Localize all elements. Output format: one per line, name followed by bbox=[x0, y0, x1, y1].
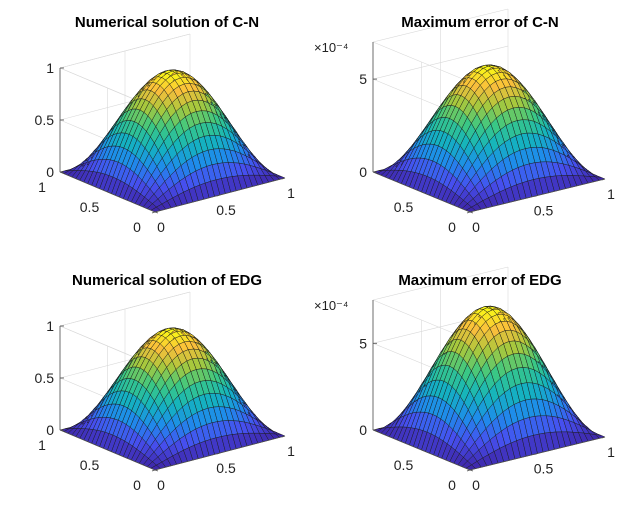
y-tick-mark bbox=[469, 211, 474, 214]
y-tick-label: 0 bbox=[133, 219, 141, 235]
y-tick-mark bbox=[469, 469, 474, 472]
chart-title: Maximum error of C-N bbox=[401, 14, 559, 31]
x-tick-mark bbox=[534, 453, 538, 455]
x-tick-mark bbox=[281, 177, 286, 180]
z-tick-label: 0 bbox=[46, 422, 54, 438]
y-tick-label: 0 bbox=[448, 477, 456, 493]
z-tick-label: 0 bbox=[359, 164, 367, 180]
x-tick-mark bbox=[601, 436, 606, 439]
x-tick-mark bbox=[466, 211, 471, 214]
z-tick-label: 5 bbox=[359, 335, 367, 351]
z-tick-label: 1 bbox=[46, 60, 54, 76]
x-tick-label: 1 bbox=[607, 186, 615, 202]
y-tick-mark bbox=[154, 469, 159, 472]
y-tick-label: 0.5 bbox=[80, 457, 100, 473]
surface-mesh bbox=[372, 64, 606, 213]
x-tick-label: 0 bbox=[157, 219, 165, 235]
y-tick-label: 0.5 bbox=[394, 199, 414, 215]
y-tick-mark bbox=[154, 211, 159, 214]
x-tick-label: 0 bbox=[472, 477, 480, 493]
x-tick-label: 1 bbox=[287, 443, 295, 459]
y-tick-label: 0.5 bbox=[80, 199, 100, 215]
x-tick-label: 0 bbox=[472, 219, 480, 235]
chart-title: Maximum error of EDG bbox=[398, 272, 561, 289]
chart-title: Numerical solution of EDG bbox=[72, 272, 262, 289]
surface-mesh bbox=[372, 305, 606, 471]
y-tick-label: 1 bbox=[38, 437, 46, 453]
x-tick-label: 1 bbox=[287, 185, 295, 201]
tick-labels: 0 0.5 1 0 0.5 0 5 bbox=[359, 335, 615, 493]
x-tick-label: 0.5 bbox=[216, 202, 236, 218]
exponent-label: ×10⁻⁴ bbox=[314, 298, 349, 313]
x-tick-mark bbox=[151, 211, 156, 214]
subplot-4: 0 0.5 1 0 0.5 0 5 ×10⁻⁴ Maximum error of EDG bbox=[314, 266, 615, 493]
tick-labels: 0 0.5 1 0 0.5 0 5 bbox=[359, 71, 615, 235]
z-tick-label: 0 bbox=[46, 164, 54, 180]
x-tick-mark bbox=[151, 469, 156, 472]
y-tick-mark bbox=[421, 449, 425, 452]
z-tick-label: 0 bbox=[359, 422, 367, 438]
z-tick-label: 5 bbox=[359, 71, 367, 87]
x-tick-label: 0.5 bbox=[534, 203, 554, 219]
x-tick-label: 0.5 bbox=[534, 461, 554, 477]
surface-mesh bbox=[59, 327, 286, 471]
y-tick-label: 1 bbox=[38, 179, 46, 195]
x-tick-label: 0 bbox=[157, 477, 165, 493]
z-tick-label: 0.5 bbox=[35, 112, 55, 128]
x-tick-label: 1 bbox=[607, 444, 615, 460]
x-tick-mark bbox=[601, 178, 606, 181]
surface-mesh bbox=[59, 69, 286, 213]
x-tick-mark bbox=[216, 194, 221, 197]
exponent-label: ×10⁻⁴ bbox=[314, 40, 349, 55]
x-tick-mark bbox=[281, 435, 286, 438]
y-tick-mark bbox=[421, 191, 425, 194]
chart-title: Numerical solution of C-N bbox=[75, 14, 259, 31]
x-tick-mark bbox=[216, 452, 221, 455]
x-tick-mark bbox=[534, 195, 538, 197]
subplot-2: 0 0.5 1 0 0.5 0 5 ×10⁻⁴ Maximum error of C-N bbox=[314, 8, 615, 235]
x-tick-label: 0.5 bbox=[216, 460, 236, 476]
y-tick-label: 0.5 bbox=[394, 457, 414, 473]
y-tick-mark bbox=[107, 191, 111, 194]
x-tick-mark bbox=[466, 469, 471, 472]
y-tick-label: 0 bbox=[448, 219, 456, 235]
z-tick-label: 0.5 bbox=[35, 370, 55, 386]
z-tick-label: 1 bbox=[46, 318, 54, 334]
y-tick-mark bbox=[107, 449, 111, 452]
y-tick-label: 0 bbox=[133, 477, 141, 493]
